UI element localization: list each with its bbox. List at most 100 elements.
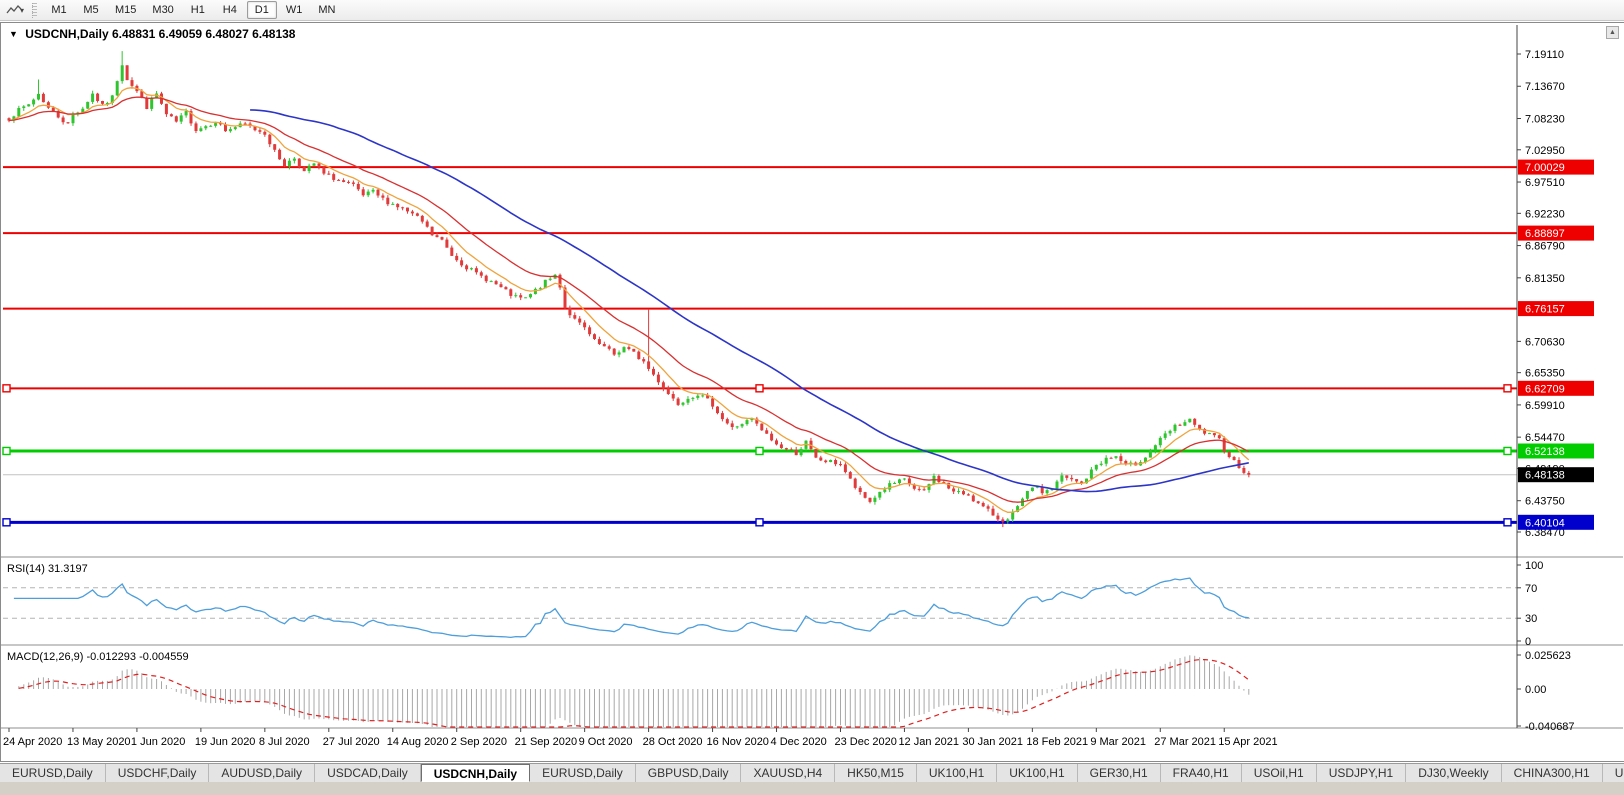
level-handle[interactable] — [1503, 518, 1512, 527]
price-tick: 6.38470 — [1525, 527, 1565, 539]
chart-tab-UK100-H1[interactable]: UK100,H1 — [997, 764, 1078, 782]
macd-histogram — [18, 655, 1250, 727]
chart-tab-DJ30-Weekly[interactable]: DJ30,Weekly — [1406, 764, 1502, 782]
svg-text:6.76157: 6.76157 — [1525, 304, 1565, 316]
date-tick: 19 Jun 2020 — [195, 736, 256, 748]
date-tick: 16 Nov 2020 — [707, 736, 769, 748]
chart-tab-USDCNH-Daily[interactable]: USDCNH,Daily — [420, 764, 531, 782]
timeframe-button-M1[interactable]: M1 — [51, 4, 67, 16]
chevron-down-icon[interactable]: ▾ — [19, 5, 24, 15]
date-tick: 4 Dec 2020 — [771, 736, 827, 748]
rsi-axis-tick: 70 — [1525, 583, 1537, 595]
date-tick: 8 Jul 2020 — [259, 736, 310, 748]
date-tick: 9 Mar 2021 — [1090, 736, 1146, 748]
date-tick: 1 Jun 2020 — [131, 736, 185, 748]
main-chart[interactable]: 7.19110 7.13670 7.08230 7.02950 6.97510 6.922… — [1, 23, 1624, 763]
timeframe-button-M30[interactable]: M30 — [152, 4, 174, 16]
chart-tab-HK50-M15[interactable]: HK50,M15 — [835, 764, 917, 782]
svg-text:6.62709: 6.62709 — [1525, 383, 1565, 395]
chart-tab-U[interactable]: U — [1603, 764, 1624, 782]
price-tick: 6.81350 — [1525, 273, 1565, 285]
date-tick: 15 Apr 2021 — [1218, 736, 1277, 748]
chart-tab-USDCAD-Daily[interactable]: USDCAD,Daily — [315, 764, 421, 782]
symbol-tab-bar: EURUSD,Daily USDCHF,Daily AUDUSD,Daily USDC… — [0, 763, 1624, 782]
level-handle[interactable] — [755, 518, 764, 527]
price-tick: 6.54470 — [1525, 432, 1565, 444]
chart-tab-USDJPY-H1[interactable]: USDJPY,H1 — [1317, 764, 1407, 782]
chart-tab-GBPUSD-Daily[interactable]: GBPUSD,Daily — [636, 764, 742, 782]
status-strip — [0, 782, 1624, 795]
chart-tab-EURUSD-Daily[interactable]: EURUSD,Daily — [0, 764, 106, 782]
svg-text:7.00029: 7.00029 — [1525, 162, 1565, 174]
price-badge-7.00029: 7.00029 — [1518, 159, 1594, 175]
ma-medium-line — [8, 96, 1250, 503]
date-tick: 30 Jan 2021 — [962, 736, 1023, 748]
svg-text:6.52138: 6.52138 — [1525, 446, 1565, 458]
date-tick: 13 May 2020 — [67, 736, 131, 748]
date-tick: 27 Jul 2020 — [323, 736, 380, 748]
chart-tab-XAUUSD-H4[interactable]: XAUUSD,H4 — [741, 764, 836, 782]
macd-axis-tick: -0.040687 — [1525, 721, 1575, 733]
svg-text:6.40104: 6.40104 — [1525, 517, 1565, 529]
timeframe-button-D1[interactable]: D1 — [246, 1, 277, 19]
ma-fast-line — [8, 87, 1250, 513]
chart-tab-USOil-H1[interactable]: USOil,H1 — [1242, 764, 1317, 782]
chart-tab-AUDUSD-Daily[interactable]: AUDUSD,Daily — [209, 764, 316, 782]
price-badge-6.52138: 6.52138 — [1518, 443, 1594, 459]
price-badge-6.48138: 6.48138 — [1518, 467, 1594, 483]
top-toolbar: ▾ M1 M5 M15 M30 H1 H4 D1 W1 MN — [0, 0, 1624, 21]
date-tick: 2 Sep 2020 — [451, 736, 507, 748]
date-tick: 28 Oct 2020 — [643, 736, 703, 748]
level-handle[interactable] — [2, 384, 11, 393]
level-handle[interactable] — [755, 384, 764, 393]
timeframe-button-M15[interactable]: M15 — [115, 4, 137, 16]
rsi-label: RSI(14) 31.3197 — [7, 563, 88, 575]
chart-tab-UK100-H1[interactable]: UK100,H1 — [917, 764, 998, 782]
ohlc-values: 6.48831 6.49059 6.48027 6.48138 — [111, 27, 296, 41]
symbol-tabs: EURUSD,Daily USDCHF,Daily AUDUSD,Daily USDC… — [0, 764, 1624, 782]
chart-tab-GER30-H1[interactable]: GER30,H1 — [1078, 764, 1161, 782]
price-tick: 6.92230 — [1525, 208, 1565, 220]
price-tick: 6.65350 — [1525, 368, 1565, 380]
chart-window: ▼ USDCNH,Daily 6.48831 6.49059 6.48027 6… — [0, 22, 1624, 762]
date-tick: 23 Dec 2020 — [834, 736, 896, 748]
date-tick: 27 Mar 2021 — [1154, 736, 1216, 748]
chart-scroll-up-button[interactable]: ▲ — [1606, 26, 1619, 39]
chart-line-icon — [6, 5, 22, 14]
level-handle[interactable] — [2, 518, 11, 527]
price-tick: 7.02950 — [1525, 145, 1565, 157]
timeframe-button-H1[interactable]: H1 — [190, 4, 205, 16]
price-badge-6.62709: 6.62709 — [1518, 380, 1594, 396]
date-tick: 24 Apr 2020 — [3, 736, 62, 748]
chart-tab-EURUSD-Daily[interactable]: EURUSD,Daily — [530, 764, 636, 782]
level-handle[interactable] — [1503, 384, 1512, 393]
price-tick: 7.13670 — [1525, 81, 1565, 93]
date-tick: 21 Sep 2020 — [515, 736, 577, 748]
timeframe-button-H4[interactable]: H4 — [222, 4, 237, 16]
collapse-icon[interactable]: ▼ — [9, 29, 18, 39]
price-tick: 6.97510 — [1525, 177, 1565, 189]
toolbar-drag-handle[interactable] — [32, 2, 37, 18]
chart-tab-CHINA300-H1[interactable]: CHINA300,H1 — [1502, 764, 1603, 782]
timeframe-button-M5[interactable]: M5 — [83, 4, 99, 16]
timeframe-button-MN[interactable]: MN — [318, 4, 336, 16]
price-tick: 6.70630 — [1525, 336, 1565, 348]
chart-ohlc-header: ▼ USDCNH,Daily 6.48831 6.49059 6.48027 6… — [9, 27, 295, 41]
rsi-axis-tick: 30 — [1525, 613, 1537, 625]
level-handle[interactable] — [1503, 446, 1512, 456]
macd-axis-tick: 0.025623 — [1525, 650, 1571, 662]
rsi-axis-tick: 0 — [1525, 636, 1531, 648]
svg-text:6.88897: 6.88897 — [1525, 228, 1565, 240]
macd-label: MACD(12,26,9) -0.012293 -0.004559 — [7, 651, 189, 663]
timeframe-button-W1[interactable]: W1 — [285, 4, 303, 16]
chart-line-icon[interactable]: ▾ — [2, 1, 28, 20]
level-handle[interactable] — [2, 446, 11, 456]
rsi-axis-tick: 100 — [1525, 560, 1543, 572]
chart-tab-USDCHF-Daily[interactable]: USDCHF,Daily — [106, 764, 210, 782]
level-handle[interactable] — [755, 446, 764, 456]
price-tick: 6.86790 — [1525, 241, 1565, 253]
rsi-line — [13, 577, 1249, 639]
ma-slow-line — [250, 109, 1249, 493]
date-tick: 12 Jan 2021 — [898, 736, 959, 748]
chart-tab-FRA40-H1[interactable]: FRA40,H1 — [1161, 764, 1242, 782]
